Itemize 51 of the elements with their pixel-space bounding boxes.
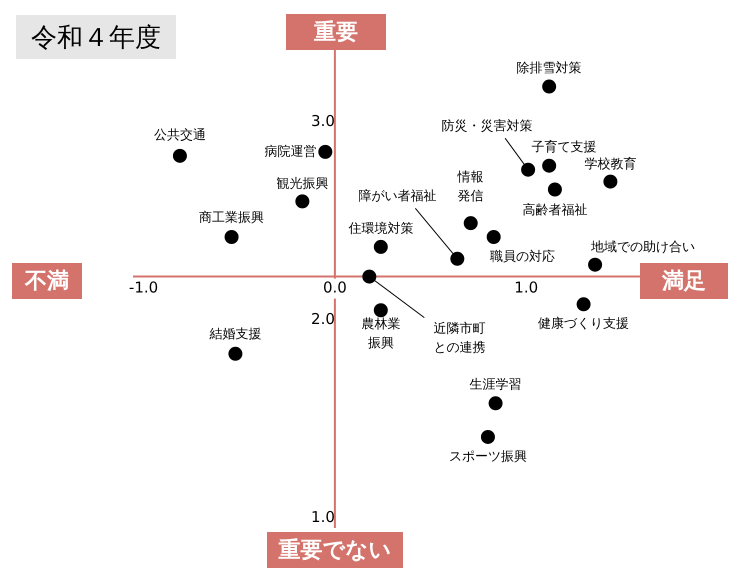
- y-tick-label: 1.0: [311, 508, 335, 526]
- annotation: 重要: [286, 14, 386, 50]
- point: [224, 230, 239, 244]
- series-label: 観光振興: [276, 176, 328, 192]
- point: [603, 174, 618, 189]
- text: 重要でない: [267, 532, 403, 568]
- point: [318, 144, 332, 159]
- point: [450, 252, 464, 266]
- series-label: スポーツ振興: [448, 449, 527, 464]
- point: [228, 346, 242, 361]
- point: [295, 194, 310, 208]
- point: [588, 258, 602, 272]
- point: [548, 182, 562, 196]
- series-label: 商工業振興: [199, 210, 264, 226]
- point: [521, 162, 536, 177]
- series-label: 健康づくり支援: [538, 316, 630, 332]
- chart-title: 令和４年度: [16, 15, 176, 59]
- text: 防災・災害対策: [442, 118, 533, 134]
- point: [486, 230, 501, 244]
- point: [480, 430, 495, 444]
- series-label: 地域での助け合い: [590, 240, 696, 256]
- point: [172, 148, 187, 163]
- text: 不満: [12, 263, 82, 299]
- series-label: 生涯学習: [470, 378, 522, 393]
- x-tick-label: 1.0: [514, 278, 538, 296]
- point: [542, 80, 556, 94]
- series-label: 農林業振興: [361, 317, 400, 352]
- series-label: 学校教育: [584, 156, 636, 172]
- series-label: 住環境対策: [347, 220, 414, 236]
- series-label: 子育て支援: [532, 139, 597, 156]
- series-label: 職員の対応: [490, 248, 556, 264]
- series-label: 除排雪対策: [516, 60, 582, 76]
- y-tick-label: 2.0: [311, 310, 335, 328]
- series-label: 高齢者福祉: [522, 202, 588, 218]
- point: [488, 396, 503, 410]
- point: [576, 297, 591, 312]
- x-tick-label: 0.0: [322, 278, 347, 296]
- series-label: 結婚支援: [208, 327, 262, 342]
- text: 満足: [640, 263, 728, 299]
- y-tick-label: 3.0: [311, 112, 335, 130]
- x-tick-label: -1.0: [128, 278, 158, 296]
- point: [374, 240, 388, 254]
- text: 障がい者福祉: [358, 189, 436, 204]
- series-label: 病院運営: [264, 144, 316, 160]
- point: [464, 216, 478, 230]
- point: [374, 303, 388, 318]
- series-label: 公共交通: [154, 127, 206, 144]
- series-label: 情報発信: [456, 170, 484, 204]
- point: [362, 270, 376, 284]
- point: [542, 158, 556, 173]
- text: 近隣市町との連携: [433, 321, 486, 356]
